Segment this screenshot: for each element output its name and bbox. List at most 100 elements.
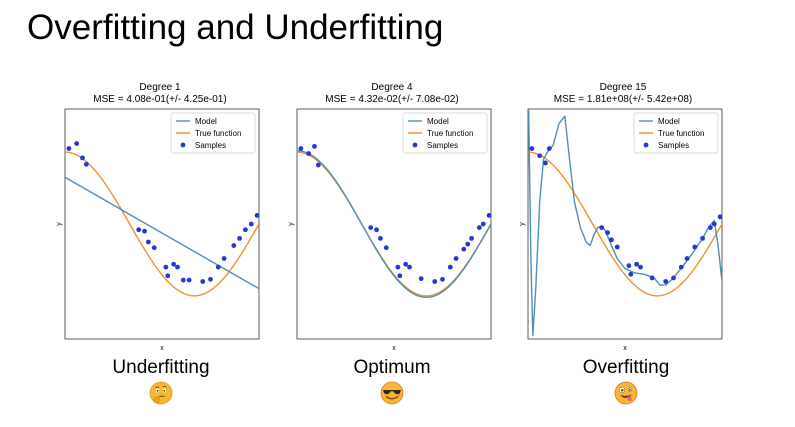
sample-point — [476, 225, 482, 230]
sample-point — [312, 143, 317, 149]
sample-point — [543, 160, 548, 166]
sample-point — [480, 221, 486, 227]
legend: Model True function Samples — [170, 112, 256, 154]
y-axis-label: y — [519, 222, 526, 226]
true-function-line — [528, 151, 722, 297]
legend-samples-label: Samples — [195, 141, 226, 150]
sample-point — [609, 237, 614, 243]
legend-model-label: Model — [195, 117, 217, 126]
caption-optimum: Optimum — [353, 357, 431, 378]
legend-true-function-label: True function — [195, 129, 241, 138]
sample-point — [200, 279, 206, 284]
legend-box — [402, 112, 488, 154]
sample-point — [298, 146, 304, 151]
legend-model-label: Model — [658, 117, 680, 126]
legend-box — [170, 112, 256, 154]
x-axis-label: x — [623, 345, 627, 352]
sample-point — [74, 141, 80, 146]
chart-title: Degree 1 MSE = 4.08e-01(+/- 4.25e-01) — [93, 82, 227, 105]
sample-point — [440, 276, 445, 282]
legend: Model True function Samples — [402, 112, 488, 154]
chart-title: Degree 4 MSE = 4.32e-02(+/- 7.08e-02) — [325, 82, 459, 105]
caption-overfitting: Overfitting — [582, 357, 670, 378]
x-axis-label: x — [160, 345, 164, 352]
sample-point — [447, 264, 453, 270]
sample-point — [529, 146, 535, 151]
sample-point — [374, 227, 379, 233]
legend-samples-label: Samples — [658, 141, 689, 150]
sample-point — [83, 161, 89, 167]
sample-point — [628, 271, 634, 277]
sample-point — [395, 264, 401, 270]
sample-point — [453, 256, 459, 261]
plot-marks — [297, 143, 491, 298]
sample-point — [315, 162, 321, 168]
sunglasses-face-icon — [380, 381, 404, 405]
sample-point — [700, 235, 705, 241]
sample-point — [634, 261, 640, 267]
sample-point — [243, 227, 248, 233]
legend-box — [633, 112, 719, 154]
sample-point — [692, 244, 698, 250]
legend-true-function-label: True function — [658, 129, 704, 138]
sample-point — [546, 146, 552, 151]
sample-point — [80, 155, 85, 161]
sample-point — [165, 273, 171, 279]
true-function-line — [65, 151, 259, 297]
sample-point — [231, 243, 237, 248]
sample-point — [671, 275, 676, 281]
sample-point — [403, 261, 409, 267]
sample-point — [66, 146, 72, 151]
y-axis-label: y — [56, 222, 63, 226]
sample-point — [461, 246, 467, 252]
sample-point — [368, 225, 374, 230]
sample-point — [649, 275, 655, 281]
sample-point — [614, 244, 620, 250]
sample-point — [151, 245, 157, 251]
sample-point — [707, 225, 713, 230]
chart-svg-degree-4: x y Model True function Samples — [288, 108, 492, 352]
sample-point — [599, 225, 605, 230]
legend-samples-label: Samples — [427, 141, 458, 150]
sample-point — [684, 256, 690, 261]
chart-svg-degree-15: x y Model True function Samples — [519, 108, 723, 352]
thinking-face-icon — [149, 381, 173, 405]
legend-model-label: Model — [427, 117, 449, 126]
x-axis-label: x — [392, 345, 396, 352]
sample-point — [678, 264, 684, 270]
legend: Model True function Samples — [633, 112, 719, 154]
chart-panel-degree-1: Degree 1 MSE = 4.08e-01(+/- 4.25e-01) x y M… — [56, 82, 260, 352]
slide-title: Overfitting and Underfitting — [27, 8, 444, 47]
sample-point — [605, 230, 610, 236]
plot-marks — [65, 141, 259, 297]
y-axis-label: y — [288, 222, 295, 226]
caption-underfitting: Underfitting — [112, 357, 210, 378]
sample-point — [407, 264, 412, 270]
sample-point — [237, 235, 243, 241]
sample-point — [663, 279, 669, 284]
sample-point — [397, 273, 403, 279]
chart-panel-degree-4: Degree 4 MSE = 4.32e-02(+/- 7.08e-02) x y M… — [288, 82, 492, 352]
sample-point — [142, 228, 147, 234]
sample-point — [383, 245, 389, 251]
sample-point — [306, 151, 312, 156]
chart-panel-degree-15: Degree 15 MSE = 1.81e+08(+/- 5.42e+08) x y… — [519, 82, 723, 352]
chart-title: Degree 15 MSE = 1.81e+08(+/- 5.42e+08) — [553, 82, 693, 105]
chart-svg-degree-1: x y Model True function Samples — [56, 108, 260, 352]
legend-samples-swatch — [412, 142, 418, 148]
sample-point — [215, 264, 221, 270]
sample-point — [486, 212, 491, 218]
sample-point — [711, 221, 717, 227]
sample-point — [136, 227, 142, 233]
sample-point — [163, 264, 169, 270]
zany-face-icon — [614, 381, 638, 405]
sample-point — [248, 221, 254, 227]
sample-point — [146, 239, 151, 245]
sample-point — [180, 277, 186, 283]
legend-samples-swatch — [643, 142, 649, 148]
sample-point — [465, 241, 471, 247]
sample-point — [175, 264, 180, 270]
sample-point — [221, 256, 227, 261]
sample-point — [432, 279, 438, 284]
legend-samples-swatch — [180, 142, 186, 148]
